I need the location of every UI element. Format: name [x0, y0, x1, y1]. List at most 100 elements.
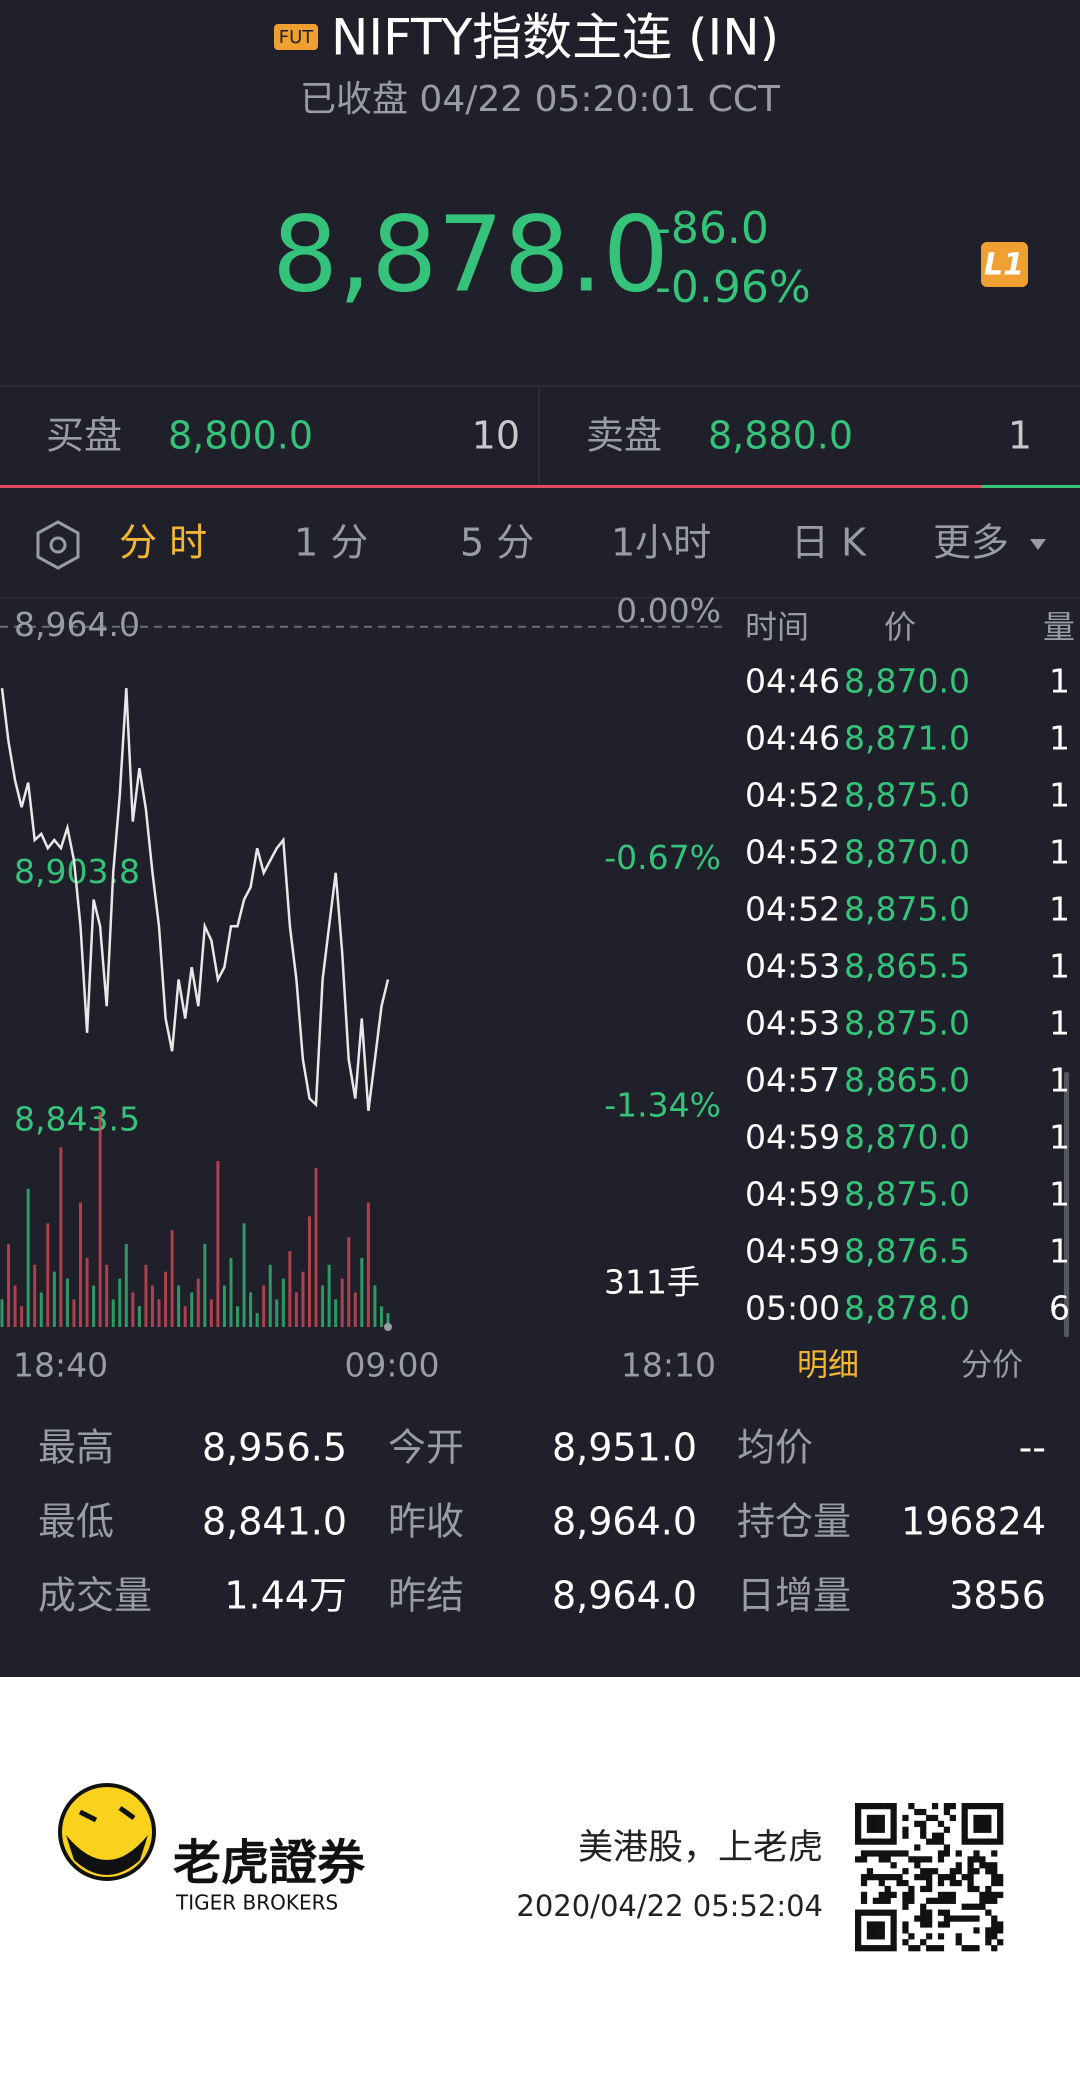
qr-module	[878, 1856, 885, 1863]
qr-module	[997, 1921, 1004, 1928]
qr-module	[878, 1850, 885, 1857]
qr-module	[985, 1868, 992, 1875]
qr-module	[991, 1927, 998, 1934]
qr-module	[926, 1814, 933, 1822]
qr-module	[855, 1826, 862, 1833]
qr-module	[979, 1862, 986, 1869]
tab[interactable]: 日 K	[791, 521, 867, 565]
qr-module	[926, 1933, 933, 1940]
qr-module	[890, 1832, 897, 1839]
volume-bar	[262, 1285, 266, 1327]
qr-module	[985, 1933, 992, 1940]
volume-bar	[190, 1292, 194, 1327]
settings-hex	[36, 520, 80, 570]
x-tick-label: 18:40	[13, 1346, 108, 1385]
qr-module	[967, 1838, 974, 1845]
qr-module	[973, 1850, 980, 1857]
trade-price: 8,871.0	[844, 719, 970, 758]
intraday-chart: 8,964.08,903.88,843.50.00%-0.67%-1.34%31…	[0, 591, 728, 1385]
qr-module	[937, 1850, 945, 1857]
qr-module	[991, 1862, 998, 1869]
qr-module	[997, 1879, 1004, 1887]
qr-module	[878, 1933, 885, 1940]
qr-module	[902, 1891, 909, 1899]
qr-module	[884, 1909, 891, 1916]
volume-bar	[366, 1202, 370, 1327]
qr-module	[890, 1838, 897, 1845]
volume-bar	[124, 1244, 128, 1327]
volume-bar	[79, 1202, 83, 1327]
qr-module	[967, 1945, 974, 1952]
qr-module	[991, 1879, 998, 1887]
qr-module	[937, 1832, 945, 1839]
qr-module	[937, 1856, 945, 1863]
qr-module	[855, 1927, 862, 1934]
qr-module	[890, 1803, 897, 1810]
qr-module	[926, 1915, 933, 1922]
volume-bar	[209, 1299, 213, 1327]
qr-module	[997, 1874, 1004, 1881]
stat-label: 成交量	[38, 1574, 152, 1618]
stat-value: 8,951.0	[552, 1426, 697, 1470]
settings-icon[interactable]	[36, 520, 80, 570]
qr-module	[985, 1909, 992, 1916]
volume-bar	[111, 1299, 115, 1327]
qr-module	[985, 1838, 992, 1845]
tab[interactable]: 更多	[933, 521, 1009, 565]
qr-module	[926, 1856, 933, 1863]
trade-time: 04:59	[745, 1175, 840, 1214]
qr-module	[878, 1879, 885, 1887]
dark-panel	[0, 0, 1080, 1677]
qr-module	[855, 1838, 862, 1845]
qr-module	[943, 1891, 951, 1899]
qr-module	[872, 1909, 879, 1916]
y-tick-label: 8,964.0	[14, 605, 140, 644]
trade-tab[interactable]: 明细	[797, 1348, 859, 1384]
qr-module	[890, 1891, 897, 1899]
volume-bar	[164, 1271, 168, 1327]
qr-module	[902, 1879, 909, 1887]
qr-module	[967, 1885, 974, 1893]
qr-module	[943, 1803, 951, 1810]
qr-module	[855, 1803, 862, 1810]
qr-module	[985, 1814, 992, 1822]
qr-module	[943, 1850, 951, 1857]
volume-bar	[301, 1271, 305, 1327]
trade-time: 04:46	[745, 662, 840, 701]
qr-module	[961, 1903, 968, 1910]
qr-module	[872, 1820, 879, 1827]
volume-bar	[255, 1313, 259, 1327]
qr-module	[955, 1850, 962, 1857]
qr-module	[955, 1862, 962, 1869]
volume-bar	[92, 1285, 96, 1327]
volume-bar	[0, 1299, 4, 1327]
tab[interactable]: 分 时	[119, 521, 207, 565]
qr-module	[860, 1838, 868, 1845]
qr-module	[872, 1897, 879, 1904]
volume-bar	[275, 1299, 279, 1327]
qr-module	[949, 1879, 956, 1887]
qr-module	[902, 1903, 909, 1910]
tab[interactable]: 1小时	[611, 521, 711, 565]
trade-tab[interactable]: 分价	[961, 1348, 1023, 1384]
qr-module	[979, 1838, 986, 1845]
tab[interactable]: 1 分	[294, 521, 368, 565]
qr-module	[866, 1803, 874, 1810]
qr-module	[949, 1803, 956, 1810]
scrollbar	[1064, 1072, 1069, 1337]
volume-bar	[216, 1161, 220, 1327]
qr-module	[967, 1879, 974, 1887]
qr-module	[991, 1933, 998, 1940]
qr-module	[926, 1909, 933, 1916]
volume-bar	[7, 1244, 11, 1327]
qr-module	[920, 1903, 927, 1910]
tab[interactable]: 5 分	[460, 521, 534, 565]
qr-module	[860, 1945, 868, 1952]
qr-module	[890, 1862, 897, 1869]
qr-module	[884, 1885, 891, 1893]
trade-price: 8,876.5	[844, 1232, 970, 1271]
qr-module	[890, 1826, 897, 1833]
qr-module	[914, 1945, 921, 1952]
qr-module	[979, 1803, 986, 1810]
qr-module	[866, 1933, 874, 1940]
